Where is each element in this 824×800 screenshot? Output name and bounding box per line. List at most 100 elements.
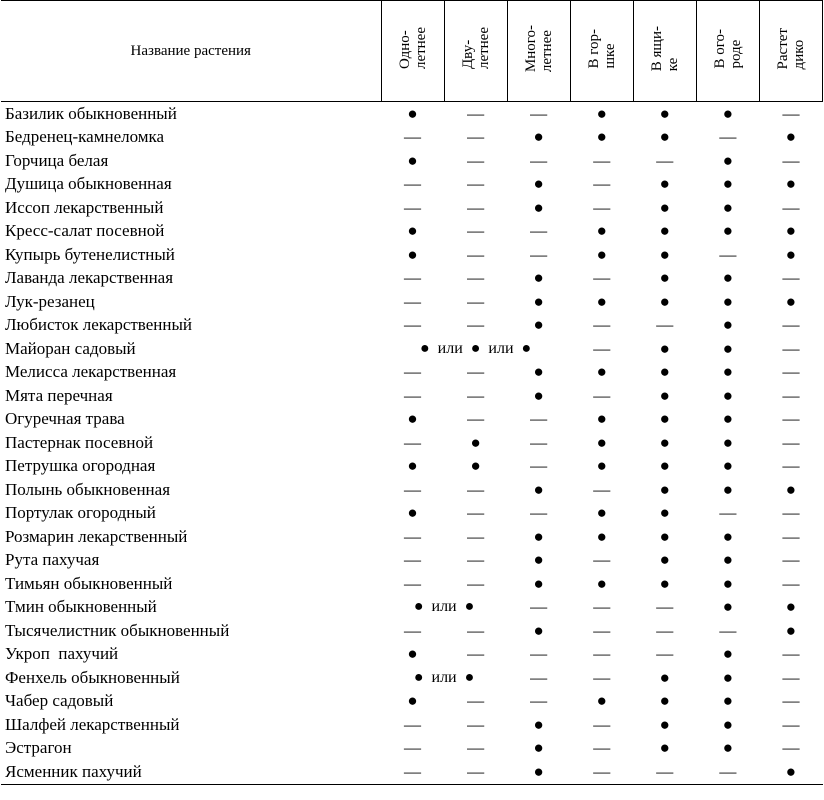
cell-mark: ● (659, 667, 670, 687)
cell-mark: ● (722, 362, 733, 382)
table-row: Душица обыкновенная — — ● — ● ● ● (1, 173, 823, 197)
cell-mark: ● (659, 550, 670, 570)
plant-name: Майоран садовый (5, 338, 136, 358)
cell-mark: ● (722, 291, 733, 311)
plant-name: Любисток лекарственный (5, 315, 192, 335)
plant-name: Фенхель обыкновенный (5, 667, 180, 687)
plant-name: Огуречная трава (5, 409, 125, 429)
table-row: Петрушка огородная ● ● — ● ● ● — (1, 455, 823, 479)
cell-mark: — (593, 174, 611, 194)
cell-mark: ● (596, 244, 607, 264)
cell-mark: ● (659, 268, 670, 288)
cell-mark: ● (407, 244, 418, 264)
cell-mark: — (467, 291, 485, 311)
cell-mark: ● (659, 573, 670, 593)
cell-mark: — (782, 197, 800, 217)
cell-mark: ● (470, 456, 481, 476)
cell-mark: ● (659, 526, 670, 546)
plant-name: Базилик обыкновенный (5, 103, 177, 123)
cell-mark: — (656, 315, 674, 335)
header-line: Растет (774, 27, 791, 70)
table-row: Розмарин лекарственный — — ● ● ● ● — (1, 525, 823, 549)
column-header: Растет дико (758, 0, 824, 102)
table-row: Эстрагон — — ● — ● ● — (1, 737, 823, 761)
cell-mark: — (696, 760, 760, 785)
cell-mark: ● (407, 150, 418, 170)
table-row: Мята перечная — — ● — ● ● — (1, 384, 823, 408)
cell-mark: ● (407, 691, 418, 711)
cell-mark: ● (722, 103, 733, 123)
cell-mark: ● (722, 456, 733, 476)
cell-mark: — (593, 644, 611, 664)
table-row: Ясменник пахучий — — ● — — — ● (1, 760, 823, 785)
header-line: В ого- (711, 28, 728, 69)
cell-mark: — (656, 620, 674, 640)
cell-mark: ● (533, 573, 544, 593)
cell-mark: — (404, 174, 422, 194)
cell-mark: ● (722, 338, 733, 358)
column-header-text: Много-летнее (523, 25, 555, 72)
cell-mark: — (570, 760, 634, 785)
plant-name: Иссоп лекарственный (5, 197, 164, 217)
cell-mark: — (530, 503, 548, 523)
cell-mark: ● (722, 197, 733, 217)
cell-mark: — (782, 714, 800, 734)
cell-mark: — (593, 597, 611, 617)
cell-mark: ● (533, 362, 544, 382)
column-header-text: Одно-летнее (397, 27, 429, 69)
cell-mark: ● (596, 691, 607, 711)
cell-mark: — (404, 550, 422, 570)
cell-mark: — (467, 526, 485, 546)
table-header: Название растения Одно-летнее Дву-летнее М… (1, 0, 824, 102)
cell-mark: — (593, 268, 611, 288)
plant-name: Мелисса лекарственная (5, 362, 177, 382)
cell-mark: — (467, 244, 485, 264)
column-header-text: В ящи-ке (649, 26, 681, 71)
cell-mark: — (404, 620, 422, 640)
cell-mark: — (467, 174, 485, 194)
cell-mark: — (467, 738, 485, 758)
cell-mark: ● (722, 691, 733, 711)
cell-mark: — (719, 620, 737, 640)
cell-mark: ● (596, 526, 607, 546)
cell-mark: ● (659, 338, 670, 358)
header-line: летнее (538, 30, 555, 73)
plant-name: Рута пахучая (5, 550, 100, 570)
cell-mark: — (404, 526, 422, 546)
header-line: роде (727, 39, 744, 69)
cell-mark: — (656, 150, 674, 170)
cell-mark: ● (722, 644, 733, 664)
plant-name: Тимьян обыкновенный (5, 573, 173, 593)
cell-mark: ● (407, 644, 418, 664)
cell-mark: ● (722, 268, 733, 288)
plant-name: Лук-резанец (5, 291, 95, 311)
plant-name: Пастернак посевной (5, 432, 154, 452)
cell-mark: ● (659, 479, 670, 499)
cell-mark: — (656, 644, 674, 664)
cell-mark: — (381, 760, 445, 785)
plant-name: Мята перечная (5, 385, 113, 405)
column-header: Дву-летнее (443, 0, 508, 102)
plant-name: Розмарин лекарственный (5, 526, 188, 546)
cell-mark: — (530, 221, 548, 241)
cell-mark: ● (722, 174, 733, 194)
cell-mark: ● (507, 760, 571, 785)
cell-mark: ● (533, 127, 544, 147)
cell-mark: — (404, 127, 422, 147)
cell-mark: — (719, 127, 737, 147)
cell-mark: ● (722, 385, 733, 405)
cell-mark: — (530, 409, 548, 429)
cell-mark: — (404, 738, 422, 758)
column-header: Одно-летнее (380, 0, 445, 102)
cell-mark: — (782, 362, 800, 382)
cell-mark: — (593, 550, 611, 570)
cell-mark: ● (659, 221, 670, 241)
cell-mark: — (719, 244, 737, 264)
plant-name: Ясменник пахучий (1, 760, 381, 785)
plant-name: Шалфей лекарственный (5, 714, 180, 734)
cell-mark: ● (596, 103, 607, 123)
cell-mark: — (467, 620, 485, 640)
table-row: Любисток лекарственный — — ● — — ● — (1, 314, 823, 338)
cell-mark: ● (659, 197, 670, 217)
